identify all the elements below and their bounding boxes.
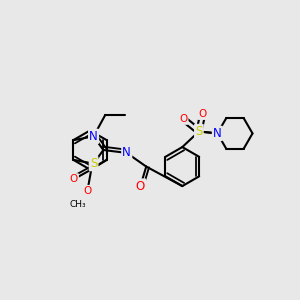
Text: N: N bbox=[122, 146, 131, 159]
Text: O: O bbox=[199, 109, 207, 119]
Text: O: O bbox=[70, 174, 78, 184]
Text: N: N bbox=[213, 127, 222, 140]
Text: S: S bbox=[90, 157, 97, 170]
Text: N: N bbox=[89, 130, 98, 143]
Text: CH₃: CH₃ bbox=[69, 200, 86, 209]
Text: S: S bbox=[195, 125, 203, 138]
Text: O: O bbox=[179, 114, 188, 124]
Text: O: O bbox=[136, 180, 145, 193]
Text: O: O bbox=[83, 186, 92, 196]
